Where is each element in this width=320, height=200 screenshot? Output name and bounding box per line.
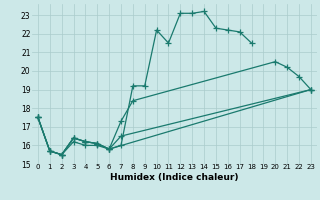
X-axis label: Humidex (Indice chaleur): Humidex (Indice chaleur) (110, 173, 239, 182)
